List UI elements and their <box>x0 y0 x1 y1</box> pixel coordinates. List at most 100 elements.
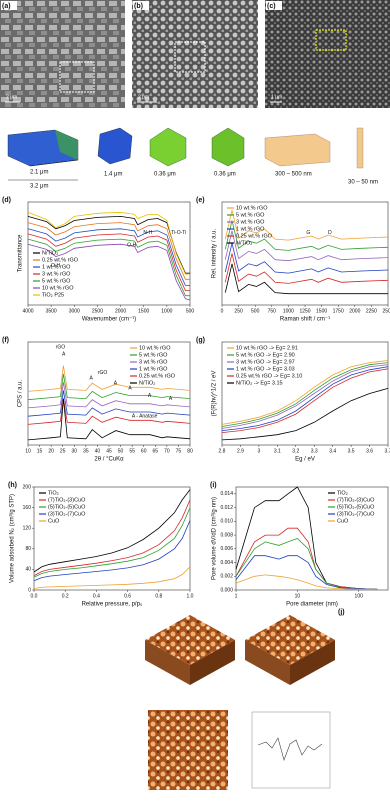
legend-label: 1 wt.% rGO -> Eg= 3.03 <box>236 366 295 372</box>
x-axis-label: Eg / eV <box>295 457 315 463</box>
y-axis-label: Transmittance <box>18 234 24 272</box>
y-tick-label: 160 <box>23 505 32 511</box>
x-tick-label: 2.9 <box>237 448 244 454</box>
x-tick-label: 2250 <box>366 308 377 314</box>
dimension: 30 – 50 nm <box>348 180 378 186</box>
x-axis-label: Wavenumber (cm⁻¹) <box>82 317 136 323</box>
x-tick-label: 2000 <box>115 308 126 314</box>
annotation: O-H <box>127 243 137 249</box>
legend-label: 10 wt.% rGO <box>42 285 74 291</box>
zoom-box <box>315 29 347 51</box>
annotation: A <box>128 386 132 392</box>
legend-label: 5 wt.% rGO <box>42 278 71 284</box>
x-tick-label: 65 <box>153 448 159 454</box>
legend-label: 5 wt.% rGO <box>139 352 168 358</box>
dimension: 3.2 μm <box>30 184 48 190</box>
y-tick-label: 80 <box>25 546 31 552</box>
series-line <box>235 574 378 590</box>
series-line <box>27 238 190 297</box>
y-axis-label: Pore volume dV/dD (cm³/g·nm) <box>212 497 218 580</box>
x-tick-label: 0.2 <box>62 593 69 599</box>
x-tick-label: 20 <box>48 448 54 454</box>
panel-label: (g) <box>196 337 205 344</box>
annotation: N-H <box>143 230 152 236</box>
y-tick-label: 0.014 <box>220 491 233 497</box>
crystal <box>55 130 78 160</box>
x-tick-label: 50 <box>118 448 124 454</box>
dimension: 0.36 μm <box>214 172 236 178</box>
dim-line <box>29 159 79 167</box>
y-tick-label: 0 <box>28 587 31 593</box>
x-tick-label: 75 <box>176 448 182 454</box>
plate <box>264 133 331 167</box>
series-line <box>33 489 191 573</box>
series-line <box>221 366 389 431</box>
x-tick-label: 3.6 <box>366 448 373 454</box>
x-axis-label: Raman shift / cm⁻¹ <box>280 317 330 323</box>
legend-label: 1 wt.% rGO <box>139 366 168 372</box>
x-tick-label: 100 <box>355 593 364 599</box>
annotation: rGO <box>56 344 66 350</box>
legend-label: 3 wt.% rGO <box>139 359 168 365</box>
x-tick-label: 3.5 <box>348 448 355 454</box>
series-line <box>33 566 191 589</box>
x-tick-label: 80 <box>187 448 193 454</box>
panel-label: (d) <box>2 197 11 204</box>
x-tick-label: 10 <box>25 448 31 454</box>
x-tick-label: 70 <box>164 448 170 454</box>
panel-label: (j) <box>338 609 345 616</box>
series-line <box>27 382 191 409</box>
annotation: A <box>169 396 173 402</box>
legend-label: 1 wt.% rGO <box>236 226 265 232</box>
legend-label: N/TiO₂ <box>139 380 155 386</box>
profile-frame <box>251 711 331 789</box>
x-axis-label: Pore diameter (nm) <box>286 602 338 608</box>
afm-3d-side <box>190 640 235 685</box>
x-tick-label: 25 <box>60 448 66 454</box>
label-bg <box>133 1 149 10</box>
x-tick-label: 3 <box>257 448 260 454</box>
x-tick-label: 40 <box>95 448 101 454</box>
panel-label: (h) <box>8 482 17 489</box>
crystal <box>211 127 245 167</box>
plot-frame <box>33 486 191 591</box>
x-tick-label: 30 <box>72 448 78 454</box>
y-tick-label: 0.012 <box>220 505 233 511</box>
series-line <box>224 210 389 241</box>
x-tick-label: 2000 <box>349 308 360 314</box>
x-tick-label: 250 <box>234 308 243 314</box>
legend-label: TiO₂ <box>48 490 59 496</box>
dimension: 300 – 500 nm <box>275 172 312 178</box>
legend-label: 10 wt.% rGO <box>139 345 171 351</box>
zoom-box <box>59 61 95 93</box>
label-bg <box>1 1 17 10</box>
x-tick-label: 60 <box>141 448 147 454</box>
plot-frame <box>235 486 389 591</box>
annotation: rGO <box>98 370 108 376</box>
series-line <box>224 243 389 274</box>
x-tick-label: 2500 <box>92 308 103 314</box>
legend-label: CuO <box>48 518 60 524</box>
x-tick-label: 500 <box>251 308 260 314</box>
series-line <box>224 263 388 295</box>
legend-label: 10 wt.% rGO <box>236 205 268 211</box>
legend-label: (7)TiO₂-(3)CuO <box>337 497 375 503</box>
annotation: G <box>306 230 310 236</box>
panel-label: (e) <box>196 197 205 204</box>
series-line <box>27 398 191 441</box>
scale-label: 1 μm <box>271 94 282 100</box>
series-line <box>235 538 378 590</box>
x-axis-label: Relative pressure, p/p₀ <box>82 602 143 608</box>
y-tick-label: 120 <box>23 526 32 532</box>
series-line <box>221 388 389 441</box>
x-tick-label: 0.8 <box>155 593 162 599</box>
x-tick-label: 45 <box>106 448 112 454</box>
afm-2d <box>148 710 228 790</box>
annotation: A <box>114 381 118 387</box>
y-axis-label: Rel. intensity / a.u. <box>212 228 218 278</box>
legend-label: TiO₂ <box>337 490 348 496</box>
series-line <box>27 398 191 425</box>
rod <box>356 127 364 169</box>
afm-3d-side <box>145 640 190 685</box>
x-tick-label: 1500 <box>316 308 327 314</box>
